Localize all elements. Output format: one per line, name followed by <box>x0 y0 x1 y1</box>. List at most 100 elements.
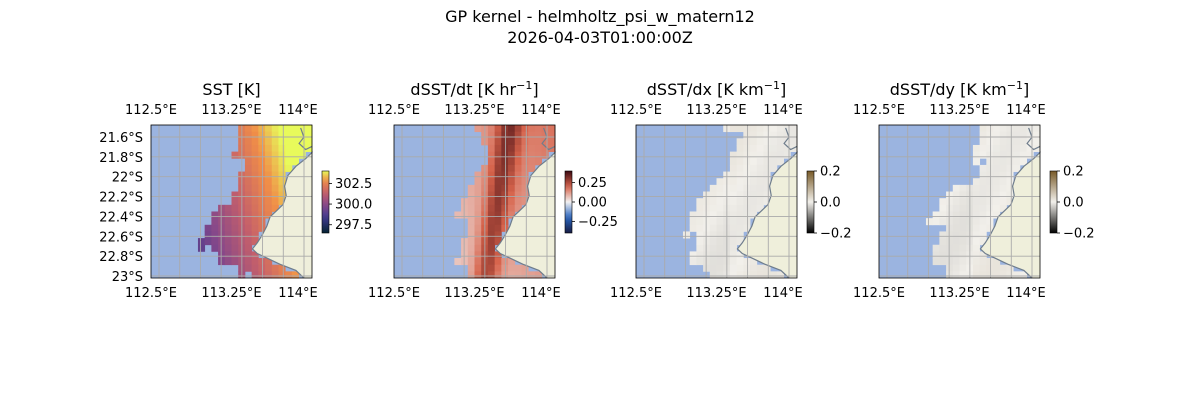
heatmap-cell <box>251 264 259 272</box>
heatmap-cell <box>494 178 502 186</box>
heatmap-cell <box>461 244 469 252</box>
heatmap-cell <box>939 244 947 252</box>
heatmap-cell <box>952 218 960 226</box>
heatmap-cell <box>696 204 704 212</box>
heatmap-cell <box>285 151 293 159</box>
heatmap-cell <box>763 125 771 133</box>
heatmap-cell <box>946 271 954 279</box>
x-tick-label-top: 113.25°E <box>444 103 504 118</box>
heatmap-cell <box>494 151 502 159</box>
heatmap-cell <box>494 198 502 206</box>
colorbar-tick-label: 297.5 <box>335 218 372 233</box>
heatmap-cell <box>682 231 691 239</box>
heatmap-cell <box>959 264 967 272</box>
heatmap-cell <box>959 224 967 232</box>
heatmap-cell <box>1006 184 1014 192</box>
heatmap-cell <box>474 191 482 199</box>
heatmap-cell <box>972 224 981 232</box>
heatmap-cell <box>979 204 987 212</box>
heatmap-cell <box>487 151 496 159</box>
heatmap-cell <box>763 151 771 159</box>
heatmap-cell <box>508 211 516 219</box>
heatmap-cell <box>986 218 994 226</box>
heatmap-cell <box>939 258 947 266</box>
heatmap-cell <box>265 264 273 272</box>
heatmap-cell <box>763 138 771 146</box>
heatmap-cell <box>244 244 253 252</box>
heatmap-cell <box>986 204 994 212</box>
heatmap-cell <box>1006 271 1014 279</box>
heatmap-cell <box>271 204 279 212</box>
heatmap-cell <box>474 224 482 232</box>
heatmap-cell <box>494 184 502 192</box>
heatmap-cell <box>265 258 273 266</box>
heatmap-cell <box>454 211 462 219</box>
heatmap-cell <box>251 158 259 166</box>
heatmap-cell <box>763 158 771 166</box>
heatmap-cell <box>716 191 724 199</box>
heatmap-cell <box>770 151 778 159</box>
heatmap-cell <box>244 151 253 159</box>
heatmap-cell <box>514 264 522 272</box>
heatmap-cell <box>986 138 994 146</box>
heatmap-cell <box>278 171 286 179</box>
heatmap-cell <box>501 158 509 166</box>
heatmap-cell <box>979 211 987 219</box>
heatmap-cell <box>703 244 711 252</box>
heatmap-cell <box>251 251 259 259</box>
heatmap-cell <box>703 224 711 232</box>
x-tick-label-top: 114°E <box>278 103 318 118</box>
heatmap-cell <box>770 158 778 166</box>
heatmap-cell <box>993 258 1001 266</box>
heatmap-cell <box>709 198 717 206</box>
heatmap-cell <box>750 191 758 199</box>
heatmap-cell <box>514 138 522 146</box>
heatmap-cell <box>224 204 232 212</box>
heatmap-cell <box>461 211 469 219</box>
coastline-north <box>1026 127 1041 151</box>
heatmap-cell <box>743 178 751 186</box>
heatmap-cell <box>993 125 1001 133</box>
panel-4: dSST/dy [K km−1] 112.5°E 112.5°E 113.25°E 11… <box>853 79 1095 301</box>
heatmap-cell <box>231 251 239 259</box>
heatmap-cell <box>508 164 516 172</box>
heatmap-cell <box>979 198 987 206</box>
heatmap-cell <box>467 251 475 259</box>
heatmap-cell <box>709 258 717 266</box>
heatmap-cell <box>487 158 496 166</box>
heatmap-cell <box>776 138 784 146</box>
heatmap-cell <box>231 204 239 212</box>
heatmap-cell <box>1006 151 1014 159</box>
heatmap-cell <box>709 204 717 212</box>
heatmap-cell <box>501 184 509 192</box>
heatmap-cell <box>703 251 711 259</box>
heatmap-cell <box>244 198 253 206</box>
heatmap-cell <box>271 131 279 139</box>
heatmap-cell <box>736 231 744 239</box>
heatmap-cell <box>736 251 744 259</box>
heatmap-cell <box>541 131 549 139</box>
heatmap-cell <box>251 211 259 219</box>
heatmap-cell <box>743 158 751 166</box>
heatmap-cell <box>999 144 1007 153</box>
heatmap-cell <box>709 191 717 199</box>
heatmap-cell <box>1026 125 1034 133</box>
heatmap-cell <box>258 131 266 139</box>
heatmap-cell <box>763 178 771 186</box>
heatmap-cell <box>689 224 697 232</box>
heatmap-cell <box>258 164 266 172</box>
heatmap-cell <box>258 218 266 226</box>
heatmap-cell <box>999 264 1007 272</box>
heatmap-cell <box>993 138 1001 146</box>
heatmap-cell <box>251 191 259 199</box>
heatmap-cell <box>979 191 987 199</box>
heatmap-cell <box>979 251 987 259</box>
heatmap-cell <box>979 218 987 226</box>
heatmap-cell <box>278 164 286 172</box>
heatmap-cell <box>972 231 981 239</box>
heatmap-cell <box>986 264 994 272</box>
heatmap-cell <box>541 151 549 159</box>
heatmap-cell <box>1019 151 1027 159</box>
heatmap-cell <box>514 198 522 206</box>
